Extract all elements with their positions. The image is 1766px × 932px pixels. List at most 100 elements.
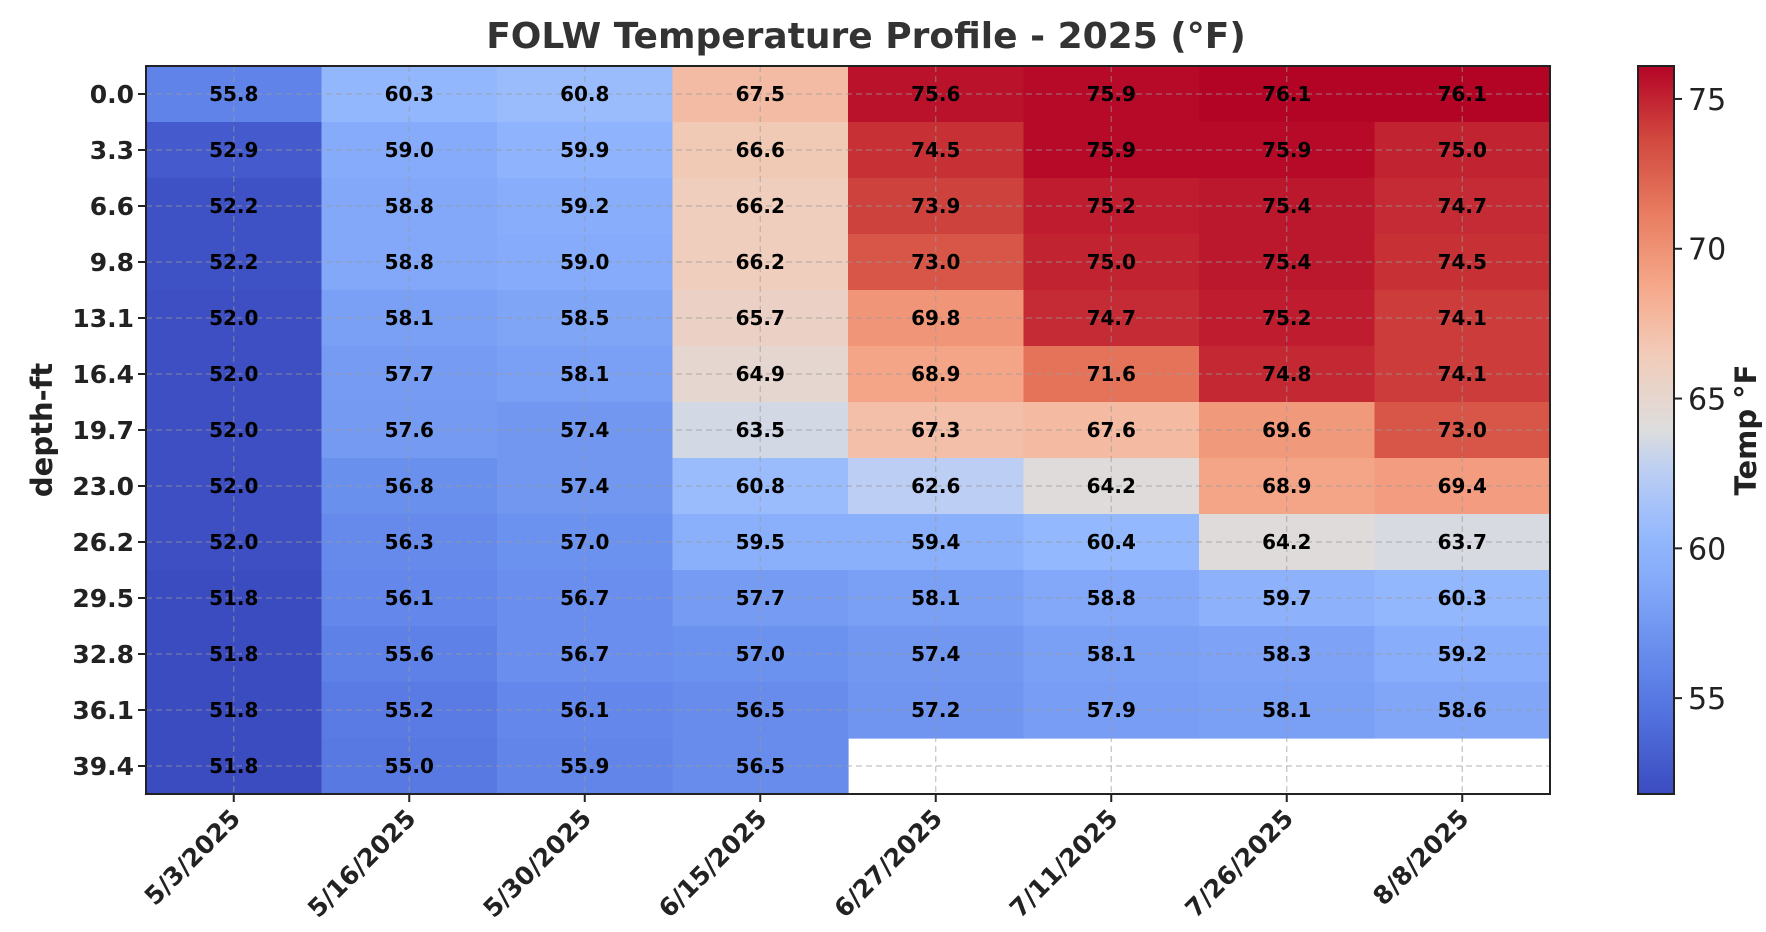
cell-value-label: 58.1 — [1087, 642, 1136, 666]
cell-value-label: 58.1 — [911, 586, 960, 610]
cell-value-label: 75.0 — [1438, 138, 1487, 162]
cell-value-label: 52.2 — [209, 194, 258, 218]
cell-value-label: 58.3 — [1262, 642, 1311, 666]
y-tick-label: 19.7 — [72, 416, 134, 445]
cell-value-label: 52.0 — [209, 474, 258, 498]
cell-value-label: 55.2 — [385, 698, 434, 722]
cell-value-label: 52.9 — [209, 138, 258, 162]
colorbar-gradient — [1637, 65, 1675, 795]
cell-value-label: 55.6 — [385, 642, 434, 666]
cell-value-label: 74.7 — [1438, 194, 1487, 218]
cell-value-label: 57.4 — [911, 642, 960, 666]
cell-value-label: 57.4 — [560, 474, 609, 498]
y-tick-label: 32.8 — [72, 640, 134, 669]
cell-value-label: 62.6 — [911, 474, 960, 498]
y-tick-label: 0.0 — [90, 80, 134, 109]
cell-value-label: 56.5 — [736, 698, 785, 722]
cell-value-label: 57.9 — [1087, 698, 1136, 722]
cell-value-label: 75.4 — [1262, 250, 1311, 274]
cell-value-label: 58.8 — [385, 250, 434, 274]
cell-value-label: 59.7 — [1262, 586, 1311, 610]
cell-value-label: 67.6 — [1087, 418, 1136, 442]
cell-value-label: 75.9 — [1262, 138, 1311, 162]
heatmap-cell — [146, 346, 323, 403]
cell-value-label: 68.9 — [1262, 474, 1311, 498]
cell-value-label: 58.6 — [1438, 698, 1487, 722]
x-tick-label: 7/26/2025 — [1179, 804, 1299, 924]
cell-value-label: 68.9 — [911, 362, 960, 386]
cell-value-label: 75.2 — [1087, 194, 1136, 218]
cell-value-label: 56.8 — [385, 474, 434, 498]
grid-lines — [146, 66, 1550, 794]
cell-value-label: 74.5 — [1438, 250, 1487, 274]
y-tick-label: 36.1 — [72, 696, 134, 725]
cell-value-label: 73.0 — [911, 250, 960, 274]
cell-value-label: 67.3 — [911, 418, 960, 442]
x-tick-label: 6/15/2025 — [653, 804, 773, 924]
colorbar-tick-label: 70 — [1688, 233, 1726, 268]
cell-value-label: 57.2 — [911, 698, 960, 722]
y-tick-label: 29.5 — [72, 584, 134, 613]
cell-value-label: 75.6 — [911, 82, 960, 106]
colorbar-tick-label: 60 — [1688, 532, 1726, 567]
y-tick-label: 13.1 — [72, 304, 134, 333]
cell-value-label: 74.1 — [1438, 362, 1487, 386]
cell-value-label: 76.1 — [1262, 82, 1311, 106]
cell-value-label: 75.9 — [1087, 138, 1136, 162]
y-tick-label: 23.0 — [72, 472, 134, 501]
cell-value-label: 75.0 — [1087, 250, 1136, 274]
cell-value-label: 69.8 — [911, 306, 960, 330]
cell-value-label: 52.0 — [209, 530, 258, 554]
y-tick-label: 16.4 — [72, 360, 134, 389]
cell-value-label: 60.8 — [560, 82, 609, 106]
cell-value-label: 52.0 — [209, 418, 258, 442]
x-axis-ticks: 5/3/2025 5/16/2025 5/30/2025 6/15/2025 6/27/… — [139, 794, 1474, 924]
cell-value-label: 73.9 — [911, 194, 960, 218]
cell-value-label: 75.2 — [1262, 306, 1311, 330]
cell-value-label: 57.7 — [385, 362, 434, 386]
cell-value-labels: 55.8 60.3 60.8 67.5 75.6 75.9 76.1 76.1 52.9 59.0… — [209, 82, 1487, 778]
cell-value-label: 56.1 — [560, 698, 609, 722]
cell-value-label: 57.0 — [560, 530, 609, 554]
y-axis-ticks: 0.0 3.3 6.6 9.8 13.1 16.4 19.7 23.0 26.2 29.5 32.8… — [72, 80, 146, 781]
cell-value-label: 51.8 — [209, 586, 258, 610]
cell-value-label: 58.8 — [385, 194, 434, 218]
cell-value-label: 58.8 — [1087, 586, 1136, 610]
cell-value-label: 64.2 — [1087, 474, 1136, 498]
cell-value-label: 64.9 — [736, 362, 785, 386]
y-tick-label: 39.4 — [72, 752, 134, 781]
cell-value-label: 52.2 — [209, 250, 258, 274]
cell-value-label: 63.7 — [1438, 530, 1487, 554]
y-tick-label: 3.3 — [90, 136, 134, 165]
chart-title: FOLW Temperature Profile - 2025 (°F) — [486, 16, 1246, 57]
colorbar: 55 60 65 70 75 Temp °F — [1637, 65, 1763, 795]
cell-value-label: 51.8 — [209, 698, 258, 722]
x-tick-label: 7/11/2025 — [1004, 804, 1124, 924]
y-tick-label: 26.2 — [72, 528, 134, 557]
heatmap-cell — [146, 626, 323, 683]
cell-value-label: 55.9 — [560, 754, 609, 778]
cell-value-label: 56.5 — [736, 754, 785, 778]
cell-value-label: 60.4 — [1087, 530, 1136, 554]
heatmap-cell — [146, 66, 323, 123]
cell-value-label: 55.8 — [209, 82, 258, 106]
x-tick-label: 6/27/2025 — [828, 804, 948, 924]
cell-value-label: 69.6 — [1262, 418, 1311, 442]
x-tick-label: 5/16/2025 — [302, 804, 422, 924]
x-tick-label: 8/8/2025 — [1367, 804, 1474, 911]
colorbar-label: Temp °F — [1729, 365, 1763, 496]
y-tick-label: 9.8 — [90, 248, 134, 277]
cell-value-label: 71.6 — [1087, 362, 1136, 386]
cell-value-label: 74.7 — [1087, 306, 1136, 330]
cell-value-label: 60.3 — [385, 82, 434, 106]
y-tick-label: 6.6 — [90, 192, 134, 221]
cell-value-label: 73.0 — [1438, 418, 1487, 442]
cell-value-label: 75.4 — [1262, 194, 1311, 218]
cell-value-label: 51.8 — [209, 754, 258, 778]
cell-value-label: 67.5 — [736, 82, 785, 106]
cell-value-label: 75.9 — [1087, 82, 1136, 106]
cell-value-label: 58.1 — [1262, 698, 1311, 722]
cell-value-label: 63.5 — [736, 418, 785, 442]
y-axis-label: depth-ft — [25, 363, 59, 497]
